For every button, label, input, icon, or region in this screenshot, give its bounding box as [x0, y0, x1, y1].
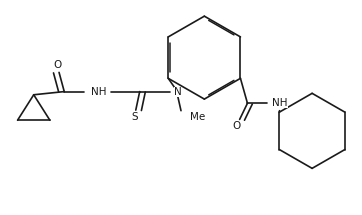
Text: N: N — [173, 87, 181, 97]
Text: NH: NH — [272, 98, 287, 108]
Text: O: O — [232, 121, 241, 131]
Text: S: S — [131, 112, 138, 122]
Text: NH: NH — [90, 87, 106, 97]
Text: Me: Me — [190, 112, 205, 122]
Text: O: O — [53, 60, 61, 70]
